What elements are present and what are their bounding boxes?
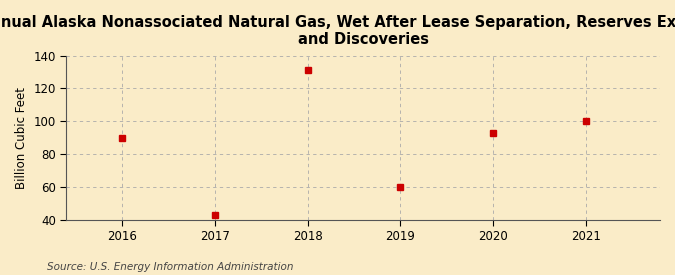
- Text: Source: U.S. Energy Information Administration: Source: U.S. Energy Information Administ…: [47, 262, 294, 272]
- Title: Annual Alaska Nonassociated Natural Gas, Wet After Lease Separation, Reserves Ex: Annual Alaska Nonassociated Natural Gas,…: [0, 15, 675, 47]
- Y-axis label: Billion Cubic Feet: Billion Cubic Feet: [15, 87, 28, 189]
